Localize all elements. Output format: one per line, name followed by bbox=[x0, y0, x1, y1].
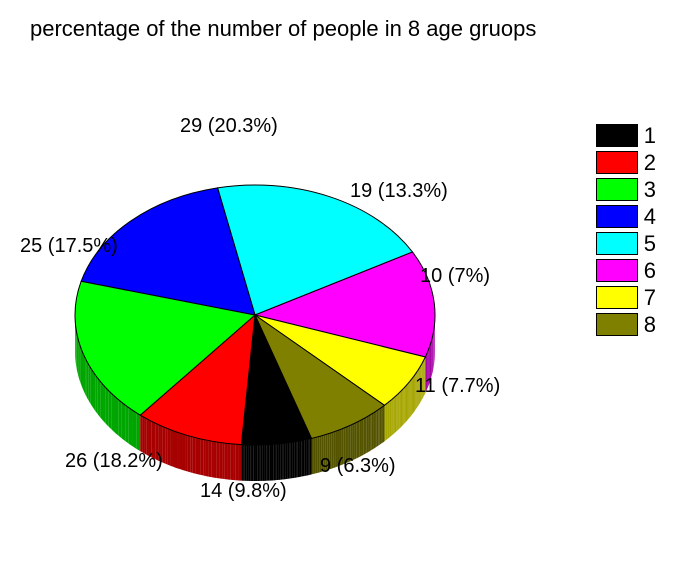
legend-row: 7 bbox=[596, 284, 656, 311]
legend-row: 1 bbox=[596, 122, 656, 149]
legend-row: 2 bbox=[596, 149, 656, 176]
legend-swatch bbox=[596, 259, 638, 282]
legend-row: 3 bbox=[596, 176, 656, 203]
legend-row: 4 bbox=[596, 203, 656, 230]
slice-label: 29 (20.3%) bbox=[180, 115, 278, 138]
legend-swatch bbox=[596, 178, 638, 201]
slice-label: 9 (6.3%) bbox=[320, 455, 396, 478]
legend: 12345678 bbox=[596, 122, 656, 338]
legend-label: 3 bbox=[644, 177, 656, 203]
legend-row: 6 bbox=[596, 257, 656, 284]
legend-swatch bbox=[596, 286, 638, 309]
slice-label: 10 (7%) bbox=[420, 265, 490, 288]
slice-label: 25 (17.5%) bbox=[20, 235, 118, 258]
legend-label: 4 bbox=[644, 204, 656, 230]
legend-swatch bbox=[596, 124, 638, 147]
legend-row: 5 bbox=[596, 230, 656, 257]
legend-row: 8 bbox=[596, 311, 656, 338]
slice-label: 11 (7.7%) bbox=[415, 375, 500, 398]
legend-swatch bbox=[596, 232, 638, 255]
legend-label: 2 bbox=[644, 150, 656, 176]
slice-label: 14 (9.8%) bbox=[200, 480, 287, 503]
legend-label: 1 bbox=[644, 123, 656, 149]
legend-label: 8 bbox=[644, 312, 656, 338]
legend-swatch bbox=[596, 151, 638, 174]
slice-label: 19 (13.3%) bbox=[350, 180, 448, 203]
legend-label: 6 bbox=[644, 258, 656, 284]
legend-swatch bbox=[596, 205, 638, 228]
slice-label: 26 (18.2%) bbox=[65, 450, 163, 473]
legend-label: 7 bbox=[644, 285, 656, 311]
legend-swatch bbox=[596, 313, 638, 336]
legend-label: 5 bbox=[644, 231, 656, 257]
chart-title: percentage of the number of people in 8 … bbox=[30, 16, 536, 42]
